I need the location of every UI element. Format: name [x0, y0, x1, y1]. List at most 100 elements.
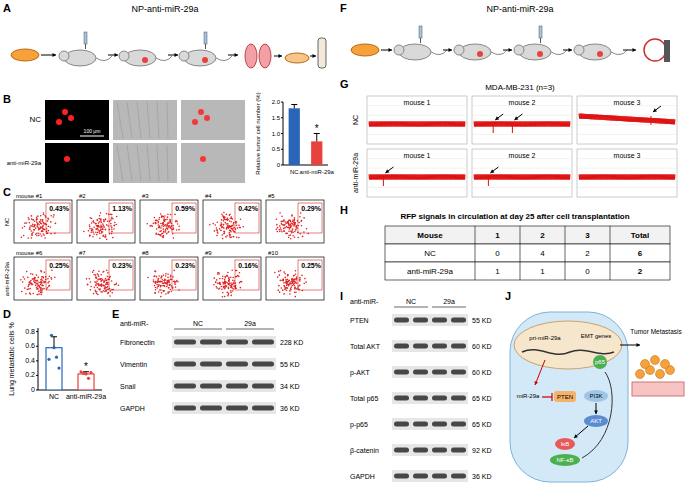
event: [155, 281, 157, 283]
event: [158, 284, 160, 286]
event: [281, 223, 283, 225]
event: [109, 276, 111, 278]
texture: [147, 145, 150, 181]
event: [94, 281, 96, 283]
event: [221, 234, 223, 236]
event: [42, 219, 44, 221]
event: [110, 219, 112, 221]
event: [114, 222, 116, 224]
size: 34 KD: [280, 383, 299, 390]
event: [285, 232, 287, 234]
event: [222, 275, 224, 277]
event: [229, 214, 231, 216]
event: [99, 289, 101, 291]
event: [47, 282, 49, 284]
event: [39, 286, 41, 288]
flow-plot: [77, 257, 135, 300]
trace-grid: [577, 134, 677, 135]
micrograph: [181, 100, 245, 140]
event: [230, 236, 232, 238]
event: [227, 219, 229, 221]
event: [170, 220, 172, 222]
event: [224, 216, 226, 218]
event: [155, 282, 157, 284]
point: [47, 358, 50, 361]
arrow-head: [385, 169, 389, 173]
event: [279, 231, 281, 233]
event: [235, 222, 237, 224]
event: [227, 219, 229, 221]
event: [294, 222, 296, 224]
row-label: NC: [29, 115, 41, 124]
mouse-tail: [491, 50, 507, 55]
event: [26, 222, 28, 224]
event: [33, 280, 35, 282]
event: [221, 214, 223, 216]
scale-bar: [80, 136, 104, 137]
table-cell: 2: [540, 231, 545, 240]
size: 36 KD: [472, 473, 491, 480]
event: [43, 212, 45, 214]
event: [221, 219, 223, 221]
panel-letter: H: [340, 204, 348, 216]
band: [432, 370, 447, 375]
point: [57, 367, 60, 370]
event: [97, 220, 99, 222]
blot-strip: [392, 340, 468, 352]
event: [161, 276, 163, 278]
event: [283, 220, 285, 222]
event: [168, 287, 170, 289]
category-label: NC: [49, 393, 59, 400]
event: [36, 218, 38, 220]
gate: [109, 203, 133, 233]
gate: [298, 260, 322, 290]
band: [413, 422, 428, 427]
event: [216, 229, 218, 231]
event: [276, 218, 278, 220]
table-row: [385, 262, 670, 280]
event: [285, 279, 287, 281]
trace-grid: [367, 187, 467, 188]
event: [28, 217, 30, 219]
event: [216, 279, 218, 281]
trace-grid: [367, 134, 467, 135]
event: [99, 237, 101, 239]
lung: [259, 44, 271, 68]
protein: Total p65: [350, 395, 379, 403]
event: [30, 283, 32, 285]
tumor: [597, 51, 603, 57]
event: [32, 219, 34, 221]
event: [32, 231, 34, 233]
event: [169, 225, 171, 227]
event: [291, 214, 293, 216]
event: [154, 222, 156, 224]
event: [284, 273, 286, 275]
tumor: [477, 51, 483, 57]
event: [100, 229, 102, 231]
event: [224, 280, 226, 282]
event: [29, 281, 31, 283]
event: [40, 270, 42, 272]
texture: [167, 145, 168, 181]
blot-strip: [392, 392, 468, 404]
event: [226, 227, 228, 229]
event: [220, 284, 222, 286]
event: [101, 286, 103, 288]
event: [285, 287, 287, 289]
event: [165, 293, 167, 295]
event: [36, 285, 38, 287]
event: [93, 222, 95, 224]
event: [279, 225, 281, 227]
event: [276, 229, 278, 231]
gate: [46, 203, 70, 233]
event: [284, 227, 286, 229]
event: [295, 229, 297, 231]
needle: [420, 38, 421, 43]
event: [224, 231, 226, 233]
event: [96, 291, 98, 293]
event: [158, 233, 160, 235]
event: [29, 292, 31, 294]
band: [413, 344, 428, 349]
event: [233, 236, 235, 238]
table-divider: [610, 262, 611, 280]
